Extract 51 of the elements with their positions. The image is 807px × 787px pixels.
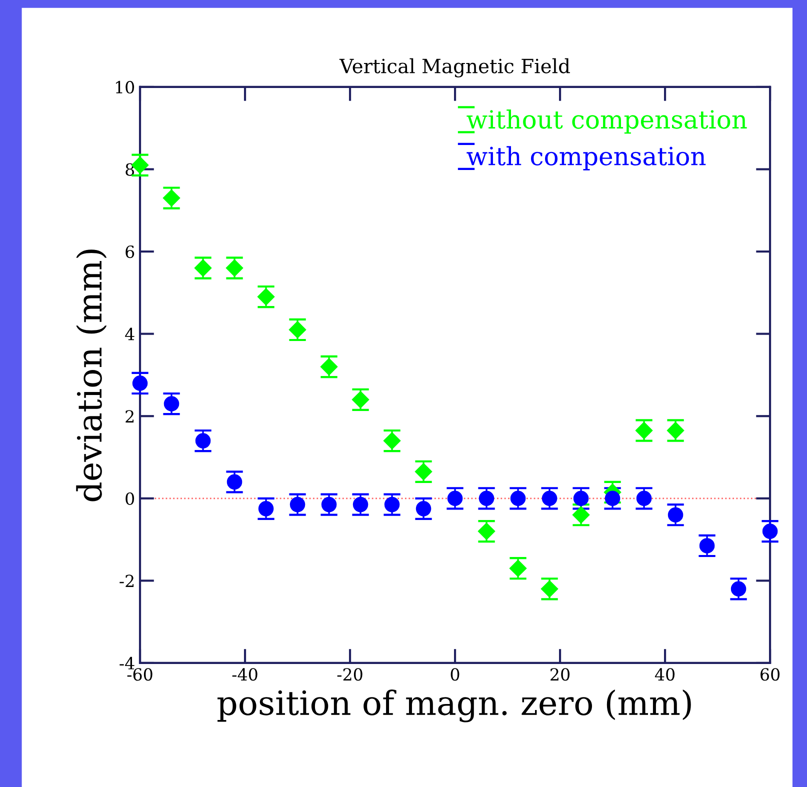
x-tick-label: 0 — [450, 668, 460, 681]
point — [730, 581, 746, 597]
y-tick-label: -2 — [120, 574, 134, 588]
point — [699, 538, 715, 554]
point — [132, 376, 148, 391]
point — [447, 490, 463, 506]
point — [542, 490, 558, 506]
point — [162, 190, 180, 207]
chart-title: Vertical Magnetic Field — [339, 58, 570, 78]
point — [384, 496, 400, 512]
point — [573, 490, 589, 506]
x-tick-label: -20 — [337, 668, 362, 681]
point — [258, 501, 274, 516]
x-axis-title: position of magn. zero (mm) — [218, 690, 691, 722]
y-tick-label: -4 — [120, 656, 134, 670]
point — [762, 524, 778, 539]
x-tick-label: 20 — [550, 668, 570, 681]
point — [195, 433, 211, 448]
point — [164, 396, 180, 412]
point — [226, 474, 242, 490]
point — [510, 490, 526, 506]
legend-label: with compensation — [466, 146, 706, 170]
point — [509, 560, 527, 577]
point — [604, 490, 620, 506]
point — [540, 580, 558, 598]
y-axis-title: deviation (mm) — [76, 250, 107, 502]
point — [572, 506, 590, 524]
point — [352, 391, 370, 408]
y-tick-label: 10 — [116, 80, 134, 94]
point — [478, 490, 494, 506]
x-tick-label: -40 — [232, 668, 258, 681]
x-tick-label: 40 — [654, 668, 675, 681]
point — [320, 358, 338, 376]
point — [257, 288, 275, 306]
y-tick-label: 6 — [126, 246, 134, 258]
x-tick-label: 60 — [760, 668, 780, 681]
legend-label: without compensation — [466, 109, 747, 134]
y-tick-label: 4 — [125, 328, 134, 340]
point — [478, 522, 496, 540]
x-tick-label: -60 — [127, 668, 152, 681]
point — [321, 496, 337, 512]
point — [636, 490, 652, 506]
point — [416, 501, 432, 516]
point — [352, 496, 368, 512]
point — [290, 496, 306, 512]
point — [288, 321, 306, 338]
point — [668, 507, 684, 522]
y-tick-label: 2 — [126, 410, 134, 422]
point — [383, 432, 401, 450]
y-tick-label: 0 — [126, 492, 134, 505]
point — [414, 463, 432, 480]
